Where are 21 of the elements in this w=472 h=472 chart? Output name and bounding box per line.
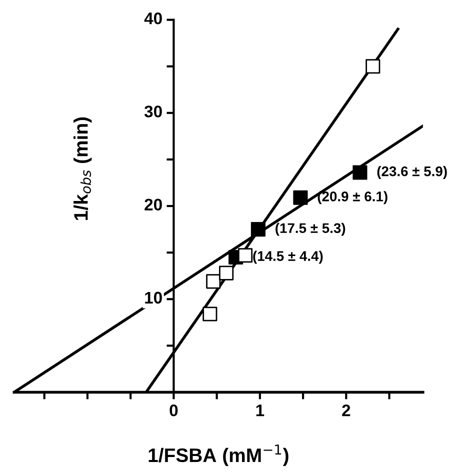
point bbox=[219, 266, 234, 280]
y-tick-label: 40 bbox=[144, 12, 162, 24]
point bbox=[293, 190, 308, 205]
x-tick-label: 2 bbox=[342, 404, 350, 416]
point bbox=[206, 274, 221, 289]
x-tick-label: 0 bbox=[170, 404, 178, 416]
point bbox=[238, 248, 253, 263]
point bbox=[352, 165, 368, 180]
x-axis-title: 1/FSBA (mM$^{−1}$) bbox=[148, 444, 288, 466]
data-label: (23.6 ± 5.9) bbox=[377, 166, 447, 179]
data-label: (20.9 ± 6.1) bbox=[318, 191, 388, 204]
y-axis-title: 1/k$_{obs}$ (min) bbox=[74, 117, 92, 220]
point bbox=[202, 306, 218, 322]
y-tick-label: 20 bbox=[144, 198, 162, 210]
y-tick-label: 10 bbox=[145, 292, 162, 304]
x-tick-label: 1 bbox=[256, 404, 264, 416]
y-tick-label: 30 bbox=[144, 106, 162, 118]
data-label: (14.5 ± 4.4) bbox=[253, 250, 323, 264]
data-label: (17.5 ± 5.3) bbox=[276, 222, 346, 236]
point bbox=[366, 59, 380, 74]
point bbox=[250, 222, 266, 237]
